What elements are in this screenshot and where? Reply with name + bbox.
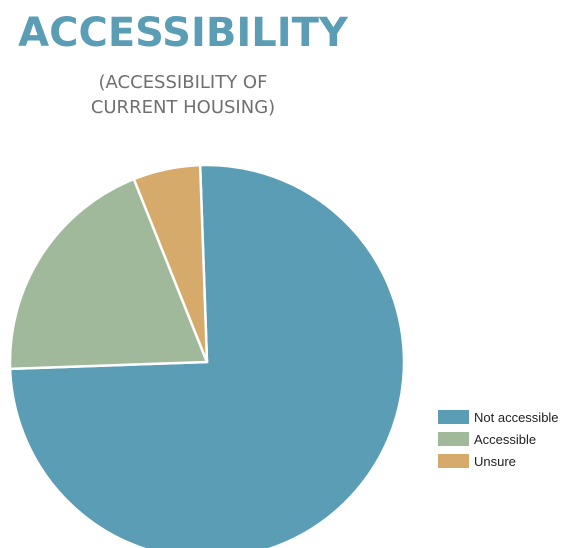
pie-slice-unsure bbox=[132, 163, 209, 364]
pie-slice-accessible bbox=[8, 177, 209, 371]
legend-swatch-accessible bbox=[438, 432, 469, 446]
chart-subtitle: (ACCESSIBILITY OF CURRENT HOUSING) bbox=[0, 70, 366, 120]
chart-subtitle-line-1: (ACCESSIBILITY OF bbox=[98, 72, 268, 93]
legend-swatch-unsure bbox=[438, 454, 469, 468]
legend-item-accessible: Accessible bbox=[438, 428, 559, 450]
legend-item-not-accessible: Not accessible bbox=[438, 406, 559, 428]
legend-label-not-accessible: Not accessible bbox=[474, 409, 559, 425]
chart-subtitle-line-2: CURRENT HOUSING) bbox=[90, 97, 276, 118]
chart-legend: Not accessible Accessible Unsure bbox=[438, 406, 559, 472]
legend-label-unsure: Unsure bbox=[474, 453, 516, 469]
legend-label-accessible: Accessible bbox=[474, 431, 537, 447]
legend-item-unsure: Unsure bbox=[438, 450, 559, 472]
chart-title: ACCESSIBILITY bbox=[18, 10, 348, 56]
pie-slices bbox=[8, 163, 406, 548]
legend-swatch-not-accessible bbox=[438, 410, 469, 424]
